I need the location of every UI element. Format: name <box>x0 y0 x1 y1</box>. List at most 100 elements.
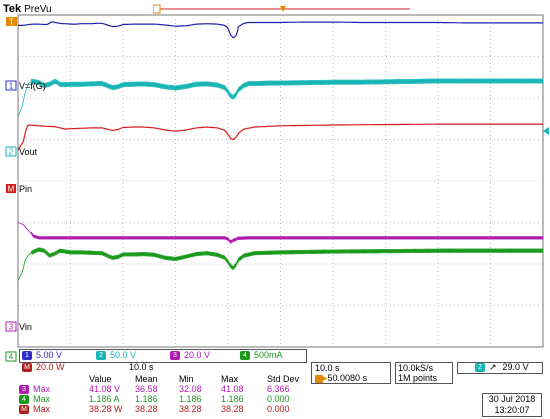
grid-dot <box>175 47 176 48</box>
grid-dot <box>227 211 229 212</box>
grid-dot <box>70 235 71 236</box>
grid-dot <box>446 97 447 99</box>
grid-dot <box>122 311 124 312</box>
acquisition-box[interactable] <box>395 362 453 384</box>
grid-dot <box>382 139 383 140</box>
grid-dot <box>174 97 175 99</box>
grid-dot <box>227 243 229 244</box>
ch2-setting[interactable]: 2 50.0 V <box>96 350 136 361</box>
grid-dot <box>302 56 303 57</box>
grid-dot <box>385 339 386 340</box>
grid-dot <box>122 343 124 344</box>
grid-dot <box>227 139 229 140</box>
grid-dot <box>330 56 331 57</box>
grid-dot <box>514 222 515 223</box>
grid-dot <box>70 131 71 132</box>
channel-settings-bar <box>19 349 307 363</box>
grid-dot <box>385 215 386 216</box>
grid-dot <box>362 97 363 99</box>
grid-dot <box>332 275 334 276</box>
grid-dot <box>234 139 235 140</box>
grid-dot <box>385 235 386 236</box>
grid-dot <box>526 263 527 265</box>
grid-dot <box>42 56 43 57</box>
grid-dot <box>242 263 243 265</box>
grid-dot <box>74 56 75 57</box>
grid-dot <box>122 227 124 228</box>
grid-dot <box>430 56 431 57</box>
grid-dot <box>332 335 334 336</box>
ch3-badge: 3 <box>170 351 180 361</box>
grid-dot <box>332 151 334 152</box>
grid-dot <box>522 139 523 140</box>
grid-dot <box>462 263 463 265</box>
grid-dot <box>490 87 491 88</box>
grid-dot <box>175 115 176 116</box>
grid-dot <box>490 91 491 92</box>
grid-dot <box>227 315 229 316</box>
date-label: 30 Jul 2018 <box>488 394 536 404</box>
grid-dot <box>385 171 386 172</box>
grid-dot <box>86 139 87 140</box>
grid-dot <box>70 255 71 256</box>
ch1-setting[interactable]: 1 5.00 V <box>22 350 62 361</box>
grid-dot <box>402 263 403 265</box>
grid-dot <box>385 179 386 180</box>
grid-dot <box>430 139 431 140</box>
grid-dot <box>78 139 79 140</box>
grid-dot <box>490 235 491 236</box>
grid-dot <box>332 15 334 16</box>
grid-dot <box>227 55 229 56</box>
grid-dot <box>66 263 67 265</box>
grid-dot <box>227 187 229 188</box>
grid-dot <box>386 97 387 99</box>
grid-dot <box>454 97 455 99</box>
grid-dot <box>186 97 187 99</box>
ch4-setting[interactable]: 4 500mA <box>240 350 283 361</box>
math-setting[interactable]: M 20.0 W 10.0 s <box>22 362 154 373</box>
grid-dot <box>270 97 271 99</box>
grid-dot <box>227 15 229 16</box>
grid-dot <box>290 305 291 306</box>
timebase-box[interactable] <box>311 362 391 384</box>
grid-dot <box>18 56 19 57</box>
grid-dot <box>242 139 243 140</box>
grid-dot <box>175 59 176 60</box>
grid-dot <box>490 191 491 192</box>
row-label: Max <box>33 404 51 415</box>
grid-dot <box>227 43 229 44</box>
grid-dot <box>332 115 334 116</box>
grid-dot <box>70 303 71 304</box>
grid-dot <box>486 97 487 99</box>
grid-dot <box>122 183 124 184</box>
grid-dot <box>174 222 175 223</box>
grid-dot <box>478 97 479 99</box>
grid-dot <box>278 139 279 140</box>
grid-dot <box>322 56 323 57</box>
grid-dot <box>385 35 386 36</box>
grid-dot <box>526 305 527 306</box>
ch3-setting[interactable]: 3 20.0 V <box>170 350 210 361</box>
grid-dot <box>262 305 263 306</box>
grid-dot <box>385 259 386 260</box>
grid-dot <box>70 327 71 328</box>
grid-dot <box>206 56 207 57</box>
grid-dot <box>114 56 115 57</box>
trace-chm1 <box>17 123 543 151</box>
grid-dot <box>194 56 195 57</box>
grid-dot <box>490 111 491 112</box>
trigger-box[interactable] <box>457 362 543 374</box>
grid-dot <box>437 295 439 296</box>
grid-dot <box>332 347 334 348</box>
grid-dot <box>350 97 351 99</box>
grid-dot <box>175 31 176 32</box>
grid-dot <box>70 47 71 48</box>
grid-dot <box>385 91 386 92</box>
grid-dot <box>126 56 127 57</box>
grid-dot <box>74 97 75 99</box>
grid-dot <box>26 139 27 140</box>
grid-dot <box>94 305 95 306</box>
grid-dot <box>490 83 491 84</box>
grid-dot <box>154 222 155 223</box>
grid-dot <box>110 305 111 306</box>
